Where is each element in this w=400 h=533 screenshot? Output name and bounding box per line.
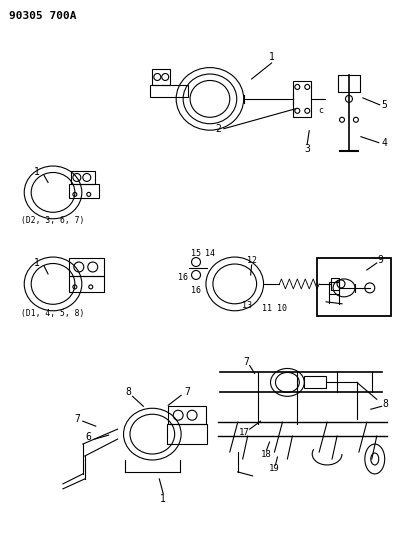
Text: 11: 11 <box>262 304 272 313</box>
Bar <box>167 424 207 444</box>
Text: (D2, 3, 6, 7): (D2, 3, 6, 7) <box>21 216 85 225</box>
Text: 15: 15 <box>191 248 201 257</box>
Bar <box>293 81 311 117</box>
Text: 1: 1 <box>268 52 274 62</box>
Bar <box>71 171 95 184</box>
Bar <box>338 75 360 92</box>
Text: 5: 5 <box>382 100 388 110</box>
Text: 7: 7 <box>74 414 80 424</box>
Text: 7: 7 <box>244 357 250 367</box>
Text: 14: 14 <box>205 248 215 257</box>
Bar <box>168 406 206 424</box>
Text: 8: 8 <box>383 399 389 409</box>
Bar <box>69 184 99 198</box>
Text: 90305 700A: 90305 700A <box>9 11 77 21</box>
Text: 13: 13 <box>242 301 252 310</box>
Bar <box>150 85 188 97</box>
Text: 10: 10 <box>278 304 288 313</box>
Text: 6: 6 <box>86 432 92 442</box>
Text: 16: 16 <box>178 273 188 282</box>
Text: 18: 18 <box>261 449 272 458</box>
Text: 4: 4 <box>382 138 388 148</box>
Bar <box>317 258 391 316</box>
Bar <box>329 282 339 294</box>
Text: 2: 2 <box>215 124 221 134</box>
Text: 1: 1 <box>34 167 40 177</box>
Text: 3: 3 <box>304 143 310 154</box>
Text: 1: 1 <box>160 494 166 504</box>
Bar <box>304 376 326 389</box>
Text: (D1, 4, 5, 8): (D1, 4, 5, 8) <box>21 309 85 318</box>
Text: c: c <box>319 106 324 115</box>
Text: 1: 1 <box>34 258 40 268</box>
Text: 9: 9 <box>378 255 384 265</box>
Bar <box>331 278 339 290</box>
Bar <box>69 276 104 292</box>
Text: 7: 7 <box>184 387 190 397</box>
Text: 8: 8 <box>126 387 132 397</box>
Text: 19: 19 <box>269 464 280 473</box>
Text: 12: 12 <box>247 255 257 264</box>
Text: 16: 16 <box>191 286 201 295</box>
Text: 17: 17 <box>239 427 250 437</box>
Bar <box>152 69 170 85</box>
Bar <box>69 258 104 276</box>
